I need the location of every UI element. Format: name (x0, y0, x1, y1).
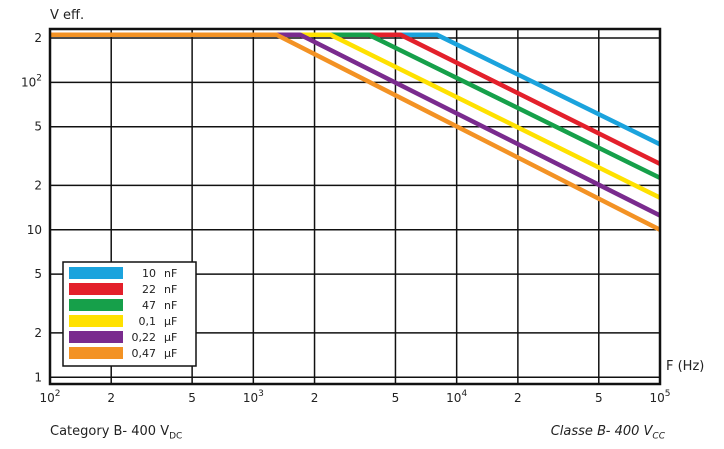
legend-value: 22 (142, 283, 156, 296)
legend-value: 0,1 (139, 315, 157, 328)
x-tick-label: 5 (188, 391, 196, 405)
y-tick-label: 2 (34, 178, 42, 192)
legend-swatch (69, 267, 123, 279)
legend-swatch (69, 347, 123, 359)
legend-unit: nF (164, 299, 177, 312)
legend-unit: µF (164, 331, 177, 344)
x-tick-label: 105 (649, 389, 670, 405)
x-tick-label: 102 (39, 389, 60, 405)
legend-swatch (69, 283, 123, 295)
legend-swatch (69, 331, 123, 343)
legend-value: 0,22 (132, 331, 157, 344)
legend-value: 0,47 (132, 347, 157, 360)
y-tick-label: 1 (34, 370, 42, 384)
y-axis-label: V eff. (50, 8, 84, 23)
x-tick-label: 5 (392, 391, 400, 405)
category-caption: Category B- 400 VDC (50, 424, 183, 442)
legend-unit: µF (164, 347, 177, 360)
classe-caption: Classe B- 400 VCC (550, 424, 665, 442)
x-tick-label: 2 (311, 391, 319, 405)
legend-value: 47 (142, 299, 156, 312)
y-tick-label: 2 (34, 31, 42, 45)
x-axis-label: F (Hz) (666, 359, 704, 374)
series-line-0-47uF (50, 32, 662, 232)
x-tick-label: 5 (595, 391, 603, 405)
y-tick-label: 2 (34, 326, 42, 340)
y-tick-label: 5 (34, 120, 42, 134)
y-tick-label: 102 (21, 73, 42, 89)
x-tick-label: 2 (514, 391, 522, 405)
legend-swatch (69, 299, 123, 311)
legend-swatch (69, 315, 123, 327)
legend-unit: µF (164, 315, 177, 328)
plot-frame (48, 27, 662, 386)
legend-unit: nF (164, 267, 177, 280)
x-tick-label: 103 (243, 389, 264, 405)
legend-value: 10 (142, 267, 156, 280)
y-tick-label: 10 (27, 223, 42, 237)
x-tick-label: 104 (446, 389, 467, 405)
legend-unit: nF (164, 283, 177, 296)
y-tick-label: 5 (34, 267, 42, 281)
x-tick-label: 2 (107, 391, 115, 405)
